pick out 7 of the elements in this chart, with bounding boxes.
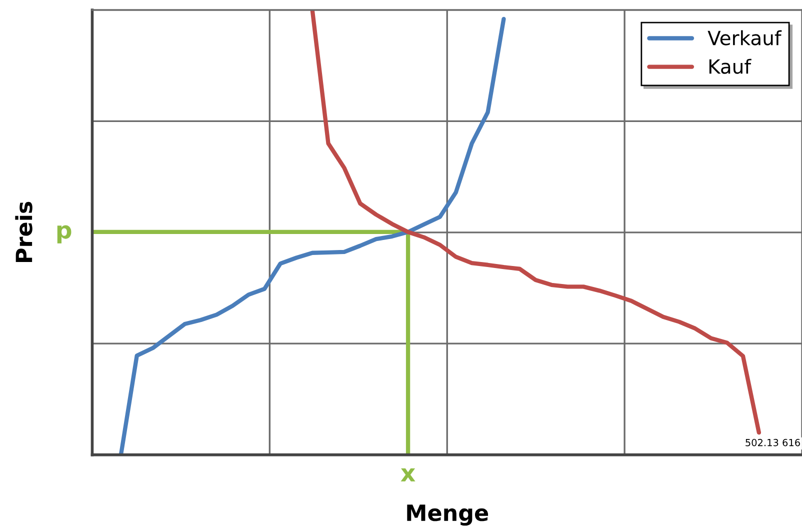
text: x — [400, 468, 416, 482]
legend-label: Kauf — [709, 58, 752, 74]
ref-line-label: p — [57, 225, 72, 244]
annotation: 502.13 616 — [746, 438, 800, 446]
legend-label: Verkauf — [708, 30, 782, 46]
x-axis-title: Menge — [407, 504, 488, 526]
y-axis-title: Preis — [15, 202, 32, 262]
